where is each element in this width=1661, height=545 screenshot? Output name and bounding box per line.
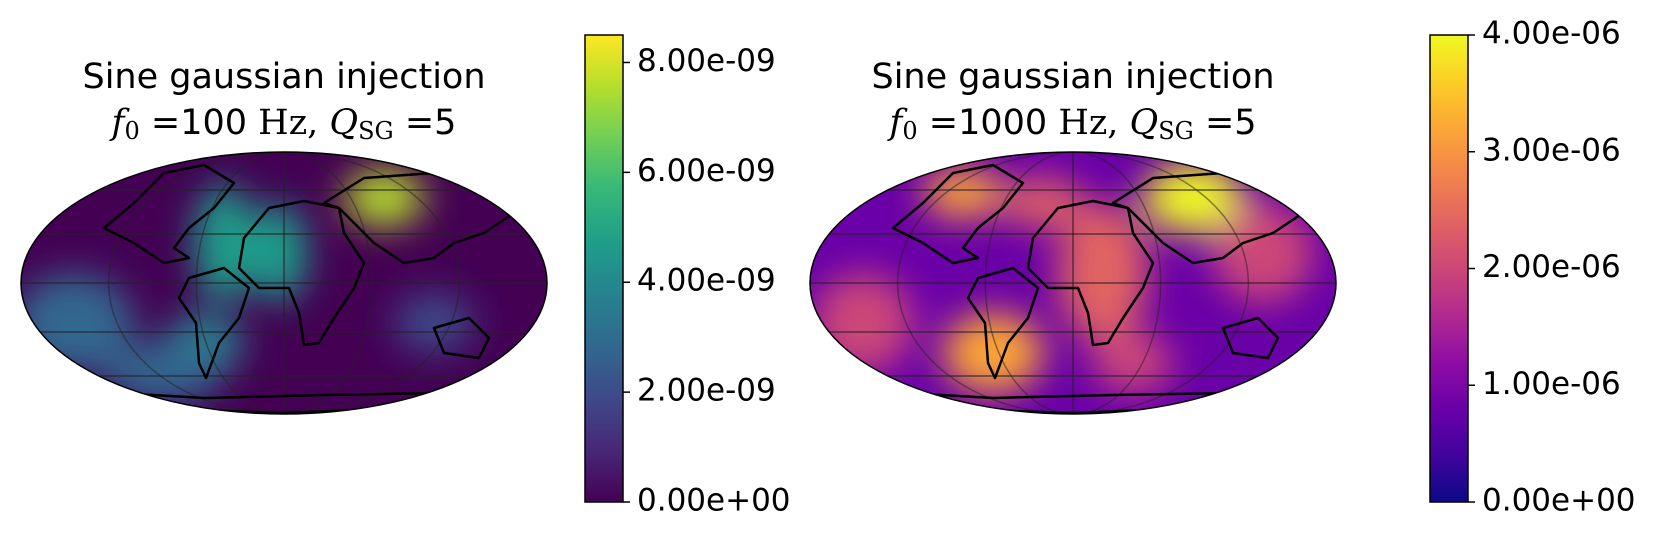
- subtitle-part: =1000: [918, 103, 1059, 143]
- colorbar-tick-label: 6.00e-09: [637, 153, 776, 189]
- panel: Sine gaussian injection f0 =100 Hz, QSG =…: [20, 34, 791, 519]
- subtitle-part: =5: [1194, 103, 1257, 143]
- meridian: [107, 152, 461, 414]
- meridian: [984, 152, 1162, 414]
- coastline: [237, 199, 366, 347]
- subtitle-part: SG: [1158, 117, 1194, 145]
- heat-blob: [1143, 163, 1243, 233]
- chart-subtitle: f0 =1000 Hz, QSG =5: [886, 103, 1256, 145]
- colorbar: [1429, 34, 1469, 503]
- map-outline: [20, 151, 548, 415]
- colorbar-tick-label: 3.00e-06: [1482, 132, 1621, 168]
- heat-blob: [394, 293, 474, 353]
- heat-blob: [1213, 203, 1313, 303]
- chart-subtitle: f0 =100 Hz, QSG =5: [109, 103, 457, 145]
- subtitle-part: Hz,: [258, 103, 329, 143]
- heat-field: [813, 163, 1313, 393]
- map: [21, 152, 547, 414]
- meridian: [896, 152, 1250, 414]
- colorbar-tick-label: 8.00e-09: [637, 43, 776, 79]
- chart-title: Sine gaussian injection: [82, 57, 485, 97]
- colorbar-tick-label: 0.00e+00: [637, 483, 791, 519]
- heat-blob: [923, 168, 1003, 218]
- subtitle-part: 0: [125, 117, 140, 145]
- meridian: [195, 152, 373, 414]
- coastline: [1026, 199, 1155, 347]
- coastline: [177, 266, 251, 380]
- subtitle-part: 0: [902, 117, 917, 145]
- panel: Sine gaussian injection f0 =1000 Hz, QSG …: [809, 16, 1636, 519]
- subtitle-part: =100: [140, 103, 258, 143]
- colorbar-tick-label: 4.00e-06: [1482, 16, 1621, 52]
- colorbar-tick-label: 4.00e-09: [637, 263, 776, 299]
- heat-blob: [1058, 203, 1148, 343]
- subtitle-part: =5: [394, 103, 457, 143]
- coastline: [891, 163, 1025, 265]
- chart-title: Sine gaussian injection: [871, 57, 1274, 97]
- heat-blob: [943, 313, 1043, 393]
- heat-blob: [344, 170, 424, 226]
- map-outline: [809, 151, 1337, 415]
- colorbar-tick-label: 2.00e-06: [1482, 249, 1621, 285]
- coastline: [432, 316, 491, 360]
- subtitle-part: Q: [329, 103, 358, 143]
- heat-blob: [251, 203, 307, 303]
- heat-field: [21, 170, 474, 403]
- heat-blob: [1093, 333, 1173, 393]
- colorbar-tick-label: 0.00e+00: [1482, 483, 1636, 519]
- colorbar-tick-label: 2.00e-09: [637, 373, 776, 409]
- subtitle-part: SG: [358, 117, 394, 145]
- coastline: [102, 163, 236, 265]
- subtitle-part: Q: [1130, 103, 1159, 143]
- map: [810, 152, 1336, 414]
- coastline: [966, 266, 1040, 380]
- colorbar: [584, 34, 624, 503]
- subtitle-part: Hz,: [1058, 103, 1129, 143]
- coastline: [1221, 316, 1280, 360]
- heat-blob: [104, 343, 224, 403]
- colorbar-tick-label: 1.00e-06: [1482, 366, 1621, 402]
